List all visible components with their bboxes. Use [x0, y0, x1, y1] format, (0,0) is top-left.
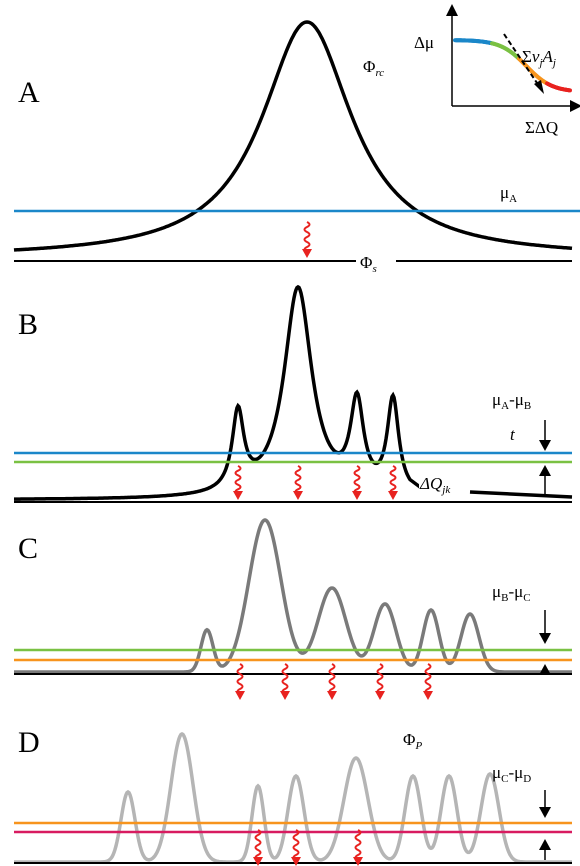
multi-peak-curve-c — [14, 518, 572, 674]
gap-arrows-b — [539, 420, 551, 495]
emission-arrow-c-1-head — [235, 691, 245, 700]
emission-arrows-d — [253, 829, 363, 866]
emission-arrow-c-1 — [236, 663, 244, 695]
mu-cd-label: μC-μD — [492, 763, 531, 785]
emission-arrow-d-2 — [292, 829, 300, 861]
emission-arrow-d-3 — [354, 829, 362, 861]
emission-arrows-b — [233, 465, 398, 500]
mu-a-label: μA — [500, 183, 517, 205]
panel-letter-b: B — [18, 308, 38, 341]
panel-a: A Φrc Φs μA Δμ ΣΔQ ΣνjAj — [13, 4, 580, 275]
multi-peak-curve-d — [14, 732, 572, 864]
inset-y-arrowhead — [446, 4, 458, 16]
multi-peak-curve-b — [14, 284, 422, 501]
panel-b: B ΔQjk μA-μB t — [14, 284, 573, 503]
curve-b-tail — [469, 490, 573, 499]
phi-p-label: ΦP — [403, 730, 422, 752]
emission-arrow-c-2-head — [280, 691, 290, 700]
emission-arrow-d-2-head — [291, 857, 301, 866]
panel-letter-c: C — [18, 532, 38, 565]
emission-arrows-c — [235, 663, 433, 700]
phi-s-label: Φs — [360, 253, 377, 275]
emission-arrow-d-3-head — [353, 857, 363, 866]
emission-arrow-b-4-head — [388, 491, 398, 500]
panel-c: C μB-μC — [14, 518, 572, 700]
emission-arrow-c-4 — [376, 663, 384, 695]
emission-arrow-c-2 — [281, 663, 289, 695]
inset-x-label: ΣΔQ — [525, 118, 558, 137]
emission-arrow-c-4-head — [375, 691, 385, 700]
emission-arrow-b-2 — [294, 465, 302, 495]
emission-arrow-b-1 — [234, 465, 242, 495]
emission-arrow-b-4 — [389, 465, 397, 495]
emission-arrow-c-5 — [424, 663, 432, 695]
phi-rc-label: Φrc — [363, 57, 384, 79]
emission-arrow-c-3-head — [327, 691, 337, 700]
panel-letter-d: D — [18, 726, 40, 759]
gap-arrows-c — [539, 610, 551, 675]
reactant-state-curve — [13, 20, 573, 252]
t-label: t — [510, 425, 516, 444]
emission-arrow-b-2-head — [293, 491, 303, 500]
tangent-dashed-line — [503, 33, 540, 87]
emission-arrow-d-1-head — [253, 857, 263, 866]
panel-letter-a: A — [18, 76, 40, 109]
emission-arrows-a — [302, 221, 312, 258]
mu-bc-label: μB-μC — [492, 582, 531, 604]
emission-arrow-a-head — [302, 249, 312, 258]
phi-s-bg — [356, 253, 396, 271]
emission-arrow-d-1 — [254, 829, 262, 861]
inset-x-arrowhead — [570, 100, 580, 112]
emission-arrow-b-3 — [353, 465, 361, 495]
inset-plot: Δμ ΣΔQ ΣνjAj — [414, 4, 580, 137]
mu-ab-label: μA-μB — [492, 390, 531, 412]
emission-arrow-a — [303, 221, 311, 253]
inset-y-label: Δμ — [414, 33, 434, 52]
delta-q-label: ΔQjk — [419, 474, 451, 496]
gap-arrows-d — [539, 790, 551, 860]
tangent-arrowhead — [534, 80, 544, 94]
panel-d: D ΦP μC-μD — [14, 726, 572, 866]
emission-arrow-c-3 — [328, 663, 336, 695]
emission-arrow-c-5-head — [423, 691, 433, 700]
emission-arrow-b-3-head — [352, 491, 362, 500]
emission-arrow-b-1-head — [233, 491, 243, 500]
flux-label: ΣνjAj — [522, 47, 556, 69]
